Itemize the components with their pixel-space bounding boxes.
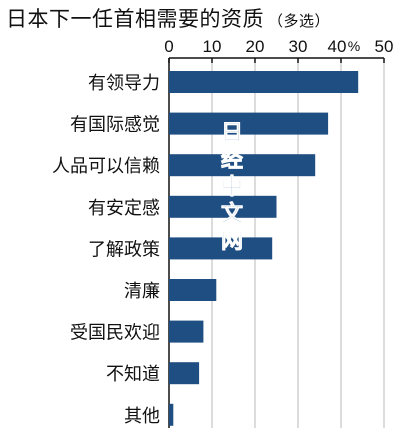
category-label-8: 不知道 [106, 364, 160, 385]
tick-label-0: 0 [164, 37, 173, 56]
watermark-char-4: 文 [221, 201, 244, 227]
category-label-4: 有安定感 [88, 198, 160, 219]
category-label-1: 有领导力 [88, 73, 160, 94]
tick-label-20: 20 [246, 37, 265, 56]
bar-4 [169, 195, 277, 218]
bar-5 [169, 237, 273, 260]
chart-title: 日本下一任首相需要的资质 （多选） [6, 3, 330, 33]
bar-1 [169, 71, 359, 93]
unit-label: % [348, 38, 360, 54]
watermark-char-5: 网 [221, 229, 243, 254]
category-label-2: 有国际感觉 [70, 115, 160, 136]
category-label-9: 其他 [124, 406, 160, 427]
subtitle-text: （多选） [268, 12, 331, 30]
bar-7 [169, 320, 204, 343]
watermark-char-2: 经 [221, 147, 243, 173]
category-label-3: 人品可以信赖 [52, 156, 160, 177]
bar-2 [169, 112, 329, 135]
watermark-char-3: 中 [221, 175, 243, 200]
bar-9 [169, 403, 174, 426]
watermark-char-1: 日 [221, 121, 243, 146]
category-label-6: 清廉 [124, 281, 160, 302]
tick-label-30: 30 [289, 37, 308, 56]
category-label-7: 受国民欢迎 [70, 323, 160, 344]
bar-6 [169, 279, 217, 301]
bar-8 [169, 362, 200, 385]
bar-3 [169, 154, 316, 177]
category-label-5: 了解政策 [88, 239, 160, 260]
tick-label-50: 50 [375, 37, 394, 56]
tick-label-10: 10 [203, 37, 222, 56]
tick-label-40: 40 [328, 37, 347, 56]
title-text: 日本下一任首相需要的资质 [6, 7, 264, 31]
